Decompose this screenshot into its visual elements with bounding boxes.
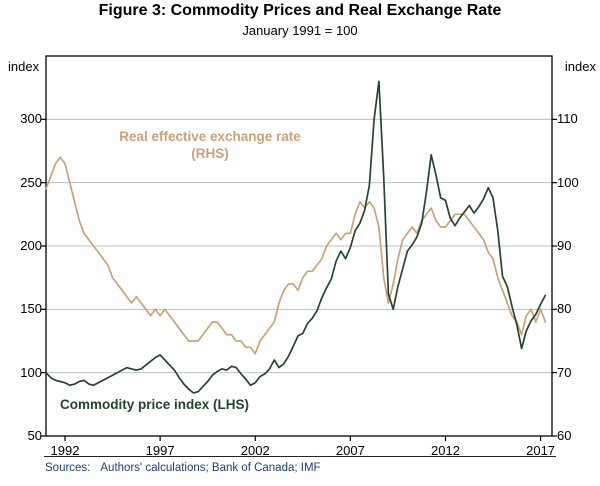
- x-axis-tick-label: 2017: [526, 443, 556, 458]
- source-text: Authors' calculations; Bank of Canada; I…: [100, 462, 321, 474]
- x-axis-tick-label: 1992: [50, 443, 80, 458]
- left-axis-unit-label: index: [8, 59, 40, 74]
- source-divider-rule: [44, 456, 556, 457]
- right-axis-tick-label: 60: [557, 428, 572, 443]
- x-axis-tick-label: 1997: [145, 443, 175, 458]
- right-axis-tick-label: 70: [557, 364, 572, 380]
- left-axis-tick-label: 100: [20, 364, 42, 380]
- x-axis-tick-label: 2012: [431, 443, 460, 458]
- left-axis-tick-label: 200: [20, 238, 42, 253]
- reer-series-label-line2: (RHS): [191, 146, 229, 161]
- right-axis-tick-label: 80: [557, 301, 572, 317]
- left-axis-tick-label: 150: [20, 301, 42, 317]
- left-axis-tick-label: 300: [20, 111, 42, 127]
- figure-title: Figure 3: Commodity Prices and Real Exch…: [98, 2, 502, 19]
- commodity-series-label: Commodity price index (LHS): [60, 397, 250, 412]
- left-axis-tick-label: 250: [20, 174, 42, 190]
- x-axis-tick-label: 2007: [335, 443, 365, 458]
- reer-series-label-line1: Real effective exchange rate: [119, 129, 301, 144]
- right-axis-tick-label: 90: [557, 238, 572, 253]
- figure-subtitle: January 1991 = 100: [242, 23, 358, 38]
- x-axis-tick-label: 2002: [240, 443, 270, 458]
- reer-series-line: [45, 156, 547, 355]
- right-axis-unit-label: index: [564, 59, 596, 74]
- source-note: Sources: Authors' calculations; Bank of C…: [45, 462, 321, 474]
- right-axis-tick-label: 110: [557, 111, 578, 127]
- source-label: Sources:: [45, 462, 91, 474]
- plot-frame: [45, 55, 553, 437]
- commodity-series-line: [45, 80, 547, 394]
- left-axis-tick-label: 50: [27, 428, 42, 443]
- right-axis-tick-label: 100: [557, 174, 579, 190]
